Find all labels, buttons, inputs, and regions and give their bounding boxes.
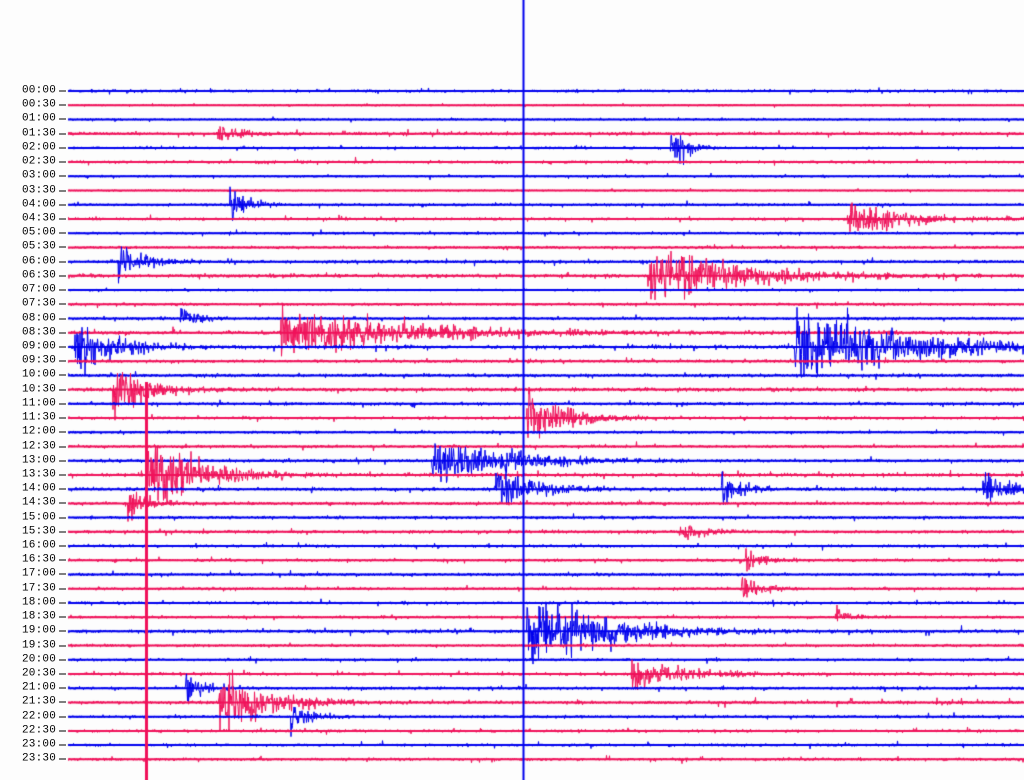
time-axis-label: 11:00 xyxy=(21,397,56,410)
time-axis-label: 21:00 xyxy=(21,681,56,694)
time-axis-tick xyxy=(59,488,66,490)
time-axis-tick xyxy=(59,360,66,362)
time-axis-tick xyxy=(59,744,66,746)
time-axis-tick xyxy=(59,190,66,192)
time-axis-label: 11:30 xyxy=(21,411,56,424)
time-axis-tick xyxy=(59,175,66,177)
time-axis-tick xyxy=(59,289,66,291)
time-axis-tick xyxy=(59,573,66,575)
time-axis-label: 01:30 xyxy=(21,127,56,140)
time-axis-label: 19:30 xyxy=(21,639,56,652)
time-axis-label: 10:30 xyxy=(21,383,56,396)
time-axis-tick xyxy=(59,417,66,419)
time-axis-tick xyxy=(59,687,66,689)
time-axis-label: 12:00 xyxy=(21,425,56,438)
time-axis-label: 20:00 xyxy=(21,653,56,666)
time-axis-label: 03:00 xyxy=(21,169,56,182)
time-axis-tick xyxy=(59,118,66,120)
time-axis-label: 07:00 xyxy=(21,283,56,296)
time-axis-label: 02:00 xyxy=(21,141,56,154)
time-axis-tick xyxy=(59,602,66,604)
time-axis-tick xyxy=(59,559,66,561)
time-axis-label: 04:30 xyxy=(21,212,56,225)
time-axis-tick xyxy=(59,104,66,106)
time-axis-label: 16:30 xyxy=(21,553,56,566)
time-axis-tick xyxy=(59,545,66,547)
time-axis-tick xyxy=(59,346,66,348)
time-axis-tick xyxy=(59,218,66,220)
time-axis-label: 09:00 xyxy=(21,340,56,353)
time-axis-label: 16:00 xyxy=(21,539,56,552)
time-axis-label: 15:30 xyxy=(21,525,56,538)
time-axis-label: 15:00 xyxy=(21,511,56,524)
time-axis-tick xyxy=(59,460,66,462)
time-axis-label: 23:00 xyxy=(21,738,56,751)
time-axis-tick xyxy=(59,673,66,675)
time-axis-label: 18:30 xyxy=(21,610,56,623)
time-axis-label: 22:00 xyxy=(21,710,56,723)
time-axis-label: 07:30 xyxy=(21,297,56,310)
time-axis-tick xyxy=(59,161,66,163)
time-axis-label: 04:00 xyxy=(21,198,56,211)
time-axis-tick xyxy=(59,730,66,732)
time-axis-label: 05:30 xyxy=(21,240,56,253)
time-axis-tick xyxy=(59,716,66,718)
time-axis-label: 17:00 xyxy=(21,567,56,580)
time-axis-tick xyxy=(59,645,66,647)
time-axis-tick xyxy=(59,474,66,476)
time-axis-label: 23:30 xyxy=(21,752,56,765)
time-axis-tick xyxy=(59,701,66,703)
time-axis: 00:00 00:30 01:00 01:30 02:00 02:30 03:00 03:30… xyxy=(0,0,68,780)
time-axis-label: 12:30 xyxy=(21,440,56,452)
time-axis-tick xyxy=(59,90,66,92)
time-axis-label: 00:30 xyxy=(21,98,56,111)
time-axis-label: 14:30 xyxy=(21,496,56,509)
time-axis-label: 08:00 xyxy=(21,312,56,325)
time-axis-tick xyxy=(59,588,66,590)
time-axis-tick xyxy=(59,517,66,519)
time-axis-tick xyxy=(59,403,66,405)
time-axis-tick xyxy=(59,303,66,305)
time-axis-tick xyxy=(59,616,66,618)
time-axis-label: 21:30 xyxy=(21,695,56,708)
time-axis-tick xyxy=(59,630,66,632)
time-axis-label: 02:30 xyxy=(21,155,56,168)
time-axis-tick xyxy=(59,332,66,334)
time-axis-tick xyxy=(59,246,66,248)
time-axis-label: 20:30 xyxy=(21,667,56,680)
time-axis-tick xyxy=(59,204,66,206)
time-axis-label: 14:00 xyxy=(21,482,56,495)
time-axis-label: 18:00 xyxy=(21,596,56,609)
time-axis-label: 08:30 xyxy=(21,326,56,339)
time-axis-label: 10:00 xyxy=(21,368,56,381)
time-axis-label: 19:00 xyxy=(21,624,56,637)
time-axis-tick xyxy=(59,147,66,149)
time-axis-label: 13:30 xyxy=(21,468,56,481)
time-axis-tick xyxy=(59,374,66,376)
time-axis-tick xyxy=(59,531,66,533)
time-axis-tick xyxy=(59,446,66,447)
time-axis-label: 22:30 xyxy=(21,724,56,737)
time-axis-label: 17:30 xyxy=(21,582,56,595)
time-axis-tick xyxy=(59,261,66,263)
time-axis-tick xyxy=(59,318,66,320)
time-axis-label: 05:00 xyxy=(21,226,56,239)
time-axis-tick xyxy=(59,133,66,135)
time-axis-tick xyxy=(59,659,66,661)
time-axis-label: 06:30 xyxy=(21,269,56,282)
time-axis-tick xyxy=(59,502,66,504)
time-axis-tick xyxy=(59,389,66,391)
time-axis-label: 13:00 xyxy=(21,454,56,467)
time-axis-tick xyxy=(59,232,66,234)
time-axis-label: 01:00 xyxy=(21,112,56,125)
time-axis-label: 09:30 xyxy=(21,354,56,367)
time-axis-label: 00:00 xyxy=(21,84,56,97)
time-axis-tick xyxy=(59,431,66,433)
time-axis-tick xyxy=(59,275,66,277)
time-axis-tick xyxy=(59,758,66,760)
time-axis-label: 03:30 xyxy=(21,184,56,197)
time-axis-label: 06:00 xyxy=(21,255,56,268)
